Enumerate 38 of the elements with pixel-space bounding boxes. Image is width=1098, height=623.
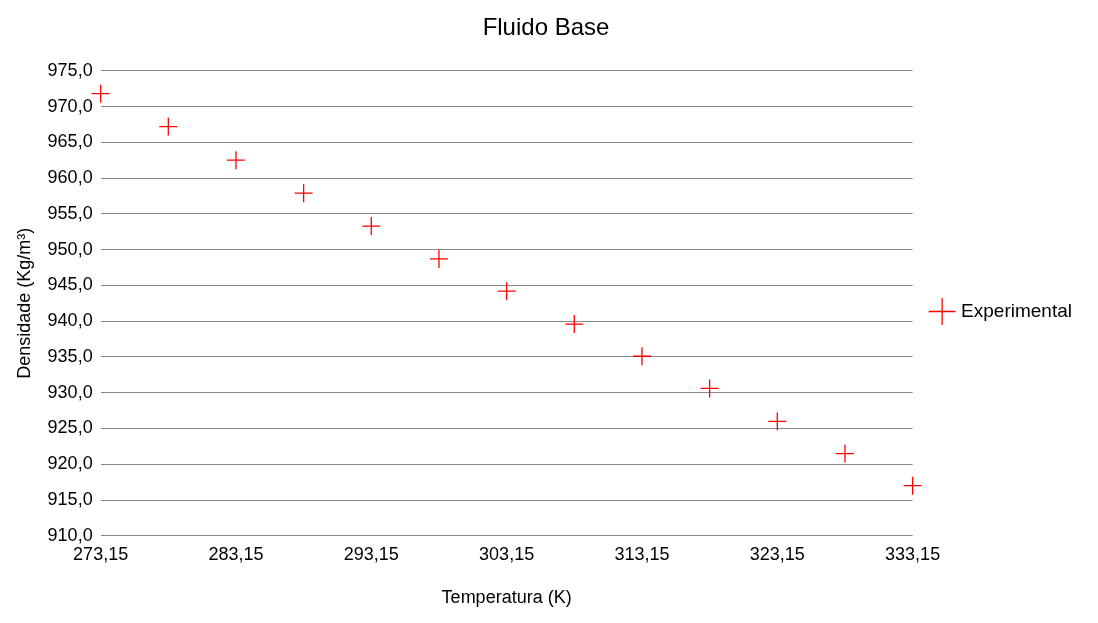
y-tick-label: 965,0	[47, 131, 93, 152]
y-tick-label: 935,0	[47, 345, 93, 366]
point	[429, 249, 449, 269]
y-tick-label: 975,0	[47, 59, 93, 80]
point	[158, 116, 178, 137]
x-tick-label: 323,15	[749, 543, 805, 564]
point	[564, 314, 584, 334]
y-tick-label: 945,0	[47, 274, 93, 295]
y-tick-label: 940,0	[47, 310, 93, 331]
point	[767, 411, 787, 431]
x-tick-label: 333,15	[885, 543, 941, 564]
y-tick-label: 915,0	[47, 489, 93, 509]
point	[361, 216, 381, 236]
y-axis-title: Densidade (Kg/m³)	[13, 227, 34, 379]
y-tick-label: 925,0	[47, 417, 93, 438]
point	[835, 443, 855, 464]
y-tick-label: 920,0	[47, 453, 93, 474]
x-axis-title: Temperatura (K)	[441, 587, 572, 608]
x-tick-label: 303,15	[479, 543, 535, 564]
point	[699, 378, 720, 399]
x-tick-label: 283,15	[208, 543, 264, 564]
y-tick-label: 930,0	[47, 381, 93, 402]
x-tick-label: 313,15	[614, 543, 670, 564]
x-tick-label: 293,15	[343, 543, 399, 564]
x-tick-label: 273,15	[73, 543, 129, 564]
point	[90, 84, 111, 104]
point	[632, 346, 652, 366]
point	[496, 281, 517, 301]
y-tick-label: 955,0	[47, 202, 93, 223]
y-tick-label: 960,0	[47, 167, 93, 188]
y-tick-label: 970,0	[47, 95, 93, 116]
point	[902, 476, 923, 496]
point	[226, 150, 246, 170]
point	[293, 183, 314, 203]
chart-title: Fluido Base	[482, 13, 610, 41]
legend-label: Experimental	[961, 299, 1073, 321]
y-tick-label: 910,0	[47, 524, 93, 545]
y-tick-label: 950,0	[47, 238, 93, 259]
